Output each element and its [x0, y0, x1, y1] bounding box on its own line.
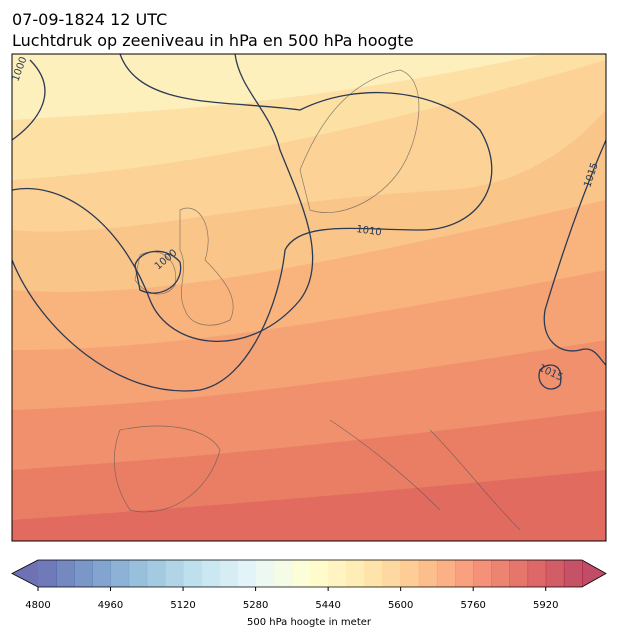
colorbar-segment: [509, 560, 529, 587]
colorbar-segment: [92, 560, 112, 587]
colorbar-segment: [273, 560, 293, 587]
colorbar-tick-label: 5760: [460, 600, 485, 611]
map-frame: [11, 53, 607, 542]
colorbar-segment: [346, 560, 365, 587]
colorbar-segment: [527, 560, 547, 587]
colorbar-segment: [364, 560, 384, 587]
colorbar-segment: [146, 560, 166, 587]
date-title: 07-09-1824 12 UTC: [12, 10, 167, 29]
colorbar-segment: [418, 560, 438, 587]
colorbar-tick-label: 5600: [388, 600, 413, 611]
colorbar-segment: [237, 560, 257, 587]
colorbar-segment: [128, 560, 148, 587]
colorbar-segment: [74, 560, 93, 587]
colorbar-tick-label: 4960: [98, 600, 123, 611]
colorbar-extend-high: [582, 560, 606, 587]
colorbar-tick-label: 5920: [533, 600, 558, 611]
colorbar-tick-label: 5120: [170, 600, 195, 611]
colorbar-segment: [110, 560, 130, 587]
colorbar-segment: [183, 560, 202, 587]
colorbar: 4800 4960 5120 5280 5440 5600 5760 5920: [11, 559, 607, 611]
map: [12, 54, 606, 541]
colorbar-segment: [56, 560, 75, 587]
colorbar-outline: [11, 559, 607, 588]
colorbar-segment: [473, 560, 492, 587]
colorbar-segment: [38, 560, 57, 587]
colorbar-segment: [491, 560, 510, 587]
colorbar-tick-label: 5280: [243, 600, 268, 611]
colorbar-tick-label: 5440: [315, 600, 340, 611]
colorbar-segment: [545, 560, 565, 587]
colorbar-segment: [328, 560, 347, 587]
colorbar-segment: [382, 560, 402, 587]
colorbar-segment: [219, 560, 238, 587]
map-title: Luchtdruk op zeeniveau in hPa en 500 hPa…: [12, 31, 414, 50]
colorbar-extend-low: [12, 560, 38, 587]
colorbar-segment: [400, 560, 420, 587]
colorbar-segment: [455, 560, 474, 587]
colorbar-segment: [201, 560, 220, 587]
colorbar-segment: [255, 560, 275, 587]
colorbar-label: 500 hPa hoogte in meter: [247, 617, 372, 628]
colorbar-segment: [436, 560, 456, 587]
colorbar-segment: [310, 560, 329, 587]
colorbar-segment: [291, 560, 311, 587]
colorbar-tick-label: 4800: [25, 600, 50, 611]
isobar-label: 1010: [356, 224, 383, 238]
colorbar-segment: [563, 560, 583, 587]
colorbar-segment: [164, 560, 184, 587]
